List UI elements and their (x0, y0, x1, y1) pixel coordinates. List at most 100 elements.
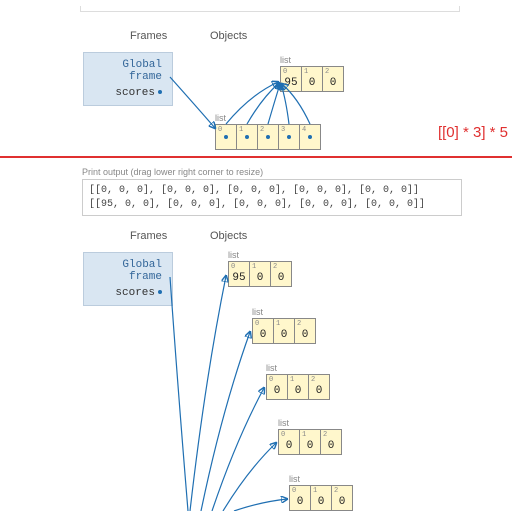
list-cell: 10 (301, 66, 323, 92)
cell-value: 0 (260, 329, 267, 341)
lower-list-3: list 001020 (278, 418, 342, 455)
pointer-dot-icon (308, 135, 312, 139)
cell-index: 0 (281, 431, 285, 439)
cell-value: 0 (339, 496, 346, 508)
print-output-box[interactable]: [[0, 0, 0], [0, 0, 0], [0, 0, 0], [0, 0,… (82, 179, 462, 216)
lower-global-frame: Global frame scores (83, 252, 173, 306)
upper-global-frame-var: scores (115, 87, 155, 99)
pointer-dot-icon (266, 135, 270, 139)
cell-index: 1 (302, 431, 306, 439)
cell-index: 2 (334, 487, 338, 495)
list-cell: 00 (278, 429, 300, 455)
upper-global-frame: Global frame scores (83, 52, 173, 106)
list-cell: 4 (299, 124, 321, 150)
upper-inner-list: list 0951020 (280, 55, 344, 92)
list-cell: 3 (278, 124, 300, 150)
cells-row: 001020 (252, 318, 316, 344)
cell-value: 0 (278, 272, 285, 284)
list-cell: 20 (270, 261, 292, 287)
cell-index: 0 (269, 376, 273, 384)
cell-value: 0 (302, 329, 309, 341)
lower-arrows (0, 250, 512, 511)
cell-value: 0 (307, 440, 314, 452)
pointer-dot-icon (224, 135, 228, 139)
red-divider (0, 156, 512, 158)
cell-index: 1 (290, 376, 294, 384)
pointer-dot-icon (287, 135, 291, 139)
cell-index: 0 (255, 320, 259, 328)
cell-index: 2 (325, 68, 329, 76)
top-border-remnant (80, 6, 460, 12)
lower-list-4: list 001020 (289, 474, 353, 511)
cell-index: 2 (260, 126, 264, 134)
cell-value: 0 (316, 385, 323, 397)
lower-global-frame-var: scores (115, 287, 155, 299)
cell-value: 0 (328, 440, 335, 452)
lower-frames-header: Frames (130, 230, 167, 242)
cell-value: 95 (232, 272, 245, 284)
cell-index: 2 (297, 320, 301, 328)
upper-objects-header: Objects (210, 30, 247, 42)
cell-value: 0 (309, 77, 316, 89)
upper-global-frame-title: Global frame (94, 59, 162, 83)
cell-index: 3 (281, 126, 285, 134)
cell-value: 95 (284, 77, 297, 89)
list-label: list (266, 363, 330, 373)
cells-row: 0951020 (228, 261, 292, 287)
cell-index: 4 (302, 126, 306, 134)
list-cell: 20 (308, 374, 330, 400)
lower-objects-header: Objects (210, 230, 247, 242)
dot-icon (158, 290, 162, 294)
list-label: list (228, 250, 292, 260)
lower-list-0: list 0951020 (228, 250, 292, 287)
cell-index: 2 (311, 376, 315, 384)
upper-frames-header: Frames (130, 30, 167, 42)
cell-value: 0 (281, 329, 288, 341)
lower-list-2: list 001020 (266, 363, 330, 400)
list-cell: 20 (322, 66, 344, 92)
list-cell: 20 (294, 318, 316, 344)
list-label: list (252, 307, 316, 317)
list-cell: 10 (310, 485, 332, 511)
cell-index: 0 (283, 68, 287, 76)
cell-index: 2 (273, 263, 277, 271)
cell-index: 1 (304, 68, 308, 76)
cell-index: 1 (252, 263, 256, 271)
cells-row: 001020 (289, 485, 353, 511)
cell-index: 1 (239, 126, 243, 134)
list-label: list (278, 418, 342, 428)
cell-value: 0 (257, 272, 264, 284)
list-cell: 10 (249, 261, 271, 287)
lower-list-1: list 001020 (252, 307, 316, 344)
cells-row: 001020 (266, 374, 330, 400)
list-cell: 095 (280, 66, 302, 92)
list-cell: 00 (289, 485, 311, 511)
print-output: Print output (drag lower right corner to… (82, 167, 462, 216)
cell-index: 0 (292, 487, 296, 495)
upper-annotation: [[0] * 3] * 5 (438, 124, 508, 141)
cell-value: 0 (318, 496, 325, 508)
list-cell: 10 (299, 429, 321, 455)
cells-row: 001020 (278, 429, 342, 455)
cell-index: 2 (323, 431, 327, 439)
cells-row: 0951020 (280, 66, 344, 92)
cell-index: 0 (231, 263, 235, 271)
upper-outer-list: list 01234 (215, 113, 321, 150)
lower-global-frame-title: Global frame (94, 259, 162, 283)
list-cell: 10 (273, 318, 295, 344)
cell-value: 0 (295, 385, 302, 397)
cell-value: 0 (330, 77, 337, 89)
list-cell: 095 (228, 261, 250, 287)
print-output-caption: Print output (drag lower right corner to… (82, 167, 462, 177)
list-cell: 2 (257, 124, 279, 150)
cells-row: 0 1 2 3 4 (215, 124, 321, 150)
list-cell: 00 (266, 374, 288, 400)
cell-value: 0 (286, 440, 293, 452)
cell-value: 0 (297, 496, 304, 508)
dot-icon (158, 90, 162, 94)
list-label: list (289, 474, 353, 484)
list-cell: 00 (252, 318, 274, 344)
cell-index: 1 (276, 320, 280, 328)
cell-index: 0 (218, 126, 222, 134)
list-cell: 20 (331, 485, 353, 511)
